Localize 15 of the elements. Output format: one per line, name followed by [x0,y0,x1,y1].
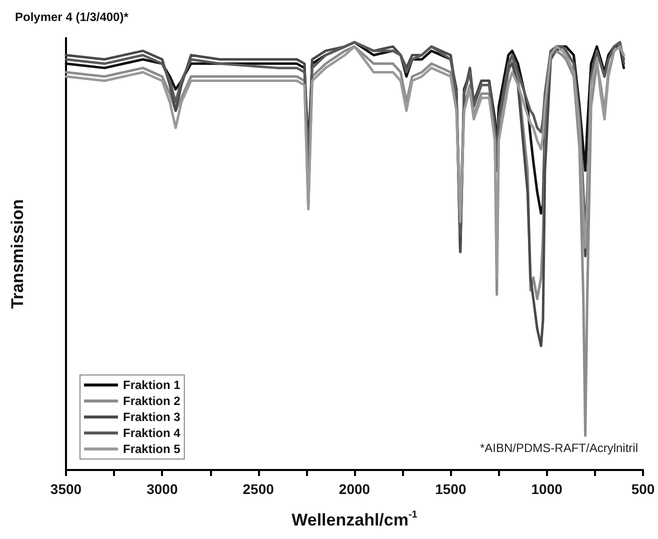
x-tick-label: 3500 [50,481,82,497]
y-axis-title: Transmission [8,199,27,309]
x-tick-label: 500 [631,481,655,497]
x-tick-label: 2500 [242,481,274,497]
chart-title: Polymer 4 (1/3/400)* [15,10,129,24]
legend-label: Fraktion 1 [123,378,181,392]
legend-label: Fraktion 2 [123,394,181,408]
legend-label: Fraktion 3 [123,410,181,424]
x-tick-label: 1500 [435,481,466,497]
legend-label: Fraktion 5 [123,442,181,456]
annotation: *AIBN/PDMS-RAFT/Acrylnitril [480,441,638,455]
x-tick-label: 1000 [531,481,563,497]
legend-label: Fraktion 4 [123,426,181,440]
x-tick-label: 2000 [338,481,370,497]
x-tick-label: 3000 [146,481,178,497]
